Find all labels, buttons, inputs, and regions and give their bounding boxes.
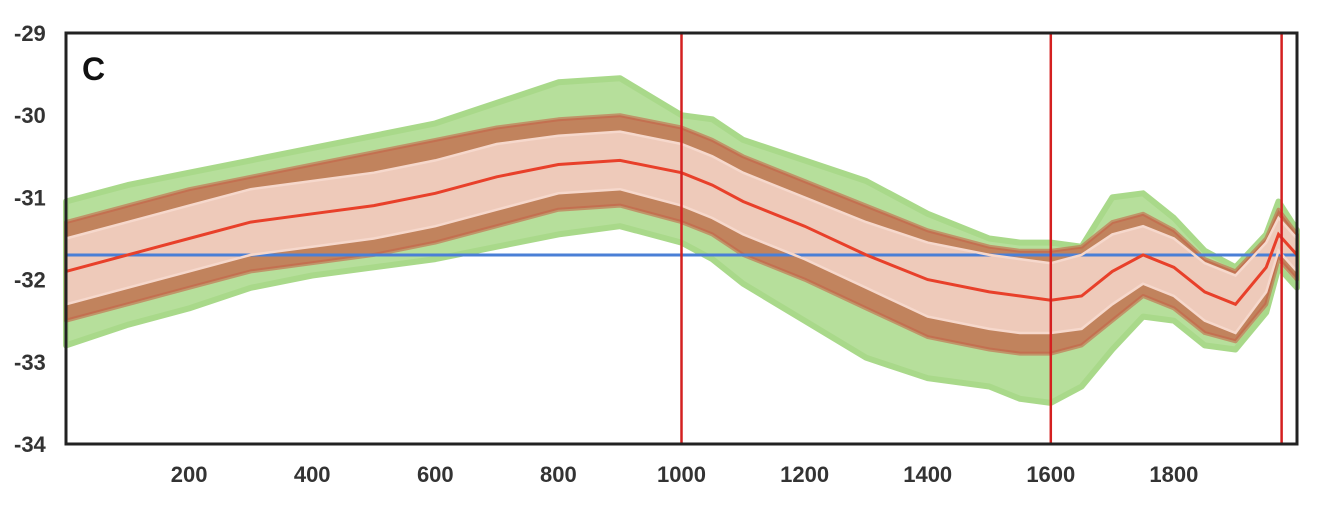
- x-tick-label: 1000: [657, 462, 706, 487]
- series-upper-bound: [65, 130, 1298, 277]
- confidence-band: [66, 131, 1297, 333]
- x-tick-label: 1800: [1149, 462, 1198, 487]
- y-tick-label: -34: [14, 432, 47, 457]
- x-tick-label: 600: [417, 462, 454, 487]
- plot-border: [64, 31, 1299, 446]
- x-axis-ticks: 200 400 600 800 1000 1200 1400 1600 1800: [171, 462, 1199, 487]
- y-tick-label: -30: [14, 103, 46, 128]
- y-tick-label: -31: [14, 185, 46, 210]
- y-axis-ticks: -29 -30 -31 -32 -33 -34: [14, 21, 47, 457]
- series-mean: [65, 158, 1299, 307]
- series-lower-bound: [65, 187, 1298, 335]
- plot-frame: [64, 31, 1299, 446]
- x-tick-label: 1600: [1026, 462, 1075, 487]
- chart-marks: [63, 33, 1300, 444]
- x-tick-label: 1200: [780, 462, 829, 487]
- y-tick-label: -29: [14, 21, 46, 46]
- x-tick-label: 800: [540, 462, 577, 487]
- x-tick-label: 1400: [903, 462, 952, 487]
- panel-label: C: [82, 51, 105, 87]
- y-tick-label: -32: [14, 268, 46, 293]
- x-tick-label: 400: [294, 462, 331, 487]
- y-tick-label: -33: [14, 350, 46, 375]
- x-tick-label: 200: [171, 462, 208, 487]
